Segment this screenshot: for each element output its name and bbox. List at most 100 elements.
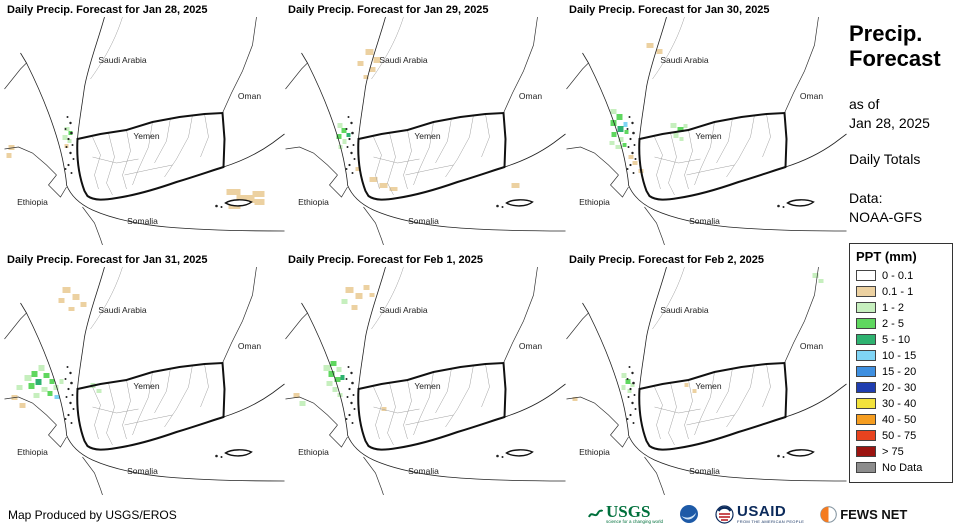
forecast-panel: Daily Precip. Forecast for Jan 28, 2025: [4, 4, 285, 254]
border-saudi-oman: [784, 17, 819, 114]
african-coastline: [582, 52, 847, 232]
legend-entry: 40 - 50: [856, 412, 946, 428]
legend-swatch: [856, 350, 876, 362]
border-ethiopia-somalia: [363, 456, 384, 495]
label-yemen: Yemen: [133, 381, 159, 391]
legend-label: 15 - 20: [882, 365, 917, 378]
border-eritrea-ethiopia: [285, 396, 338, 426]
legend-label: 50 - 75: [882, 429, 917, 442]
border-sudan-eritrea: [4, 312, 27, 340]
border-djibouti: [610, 174, 629, 198]
label-yemen: Yemen: [133, 131, 159, 141]
yemen-border: [76, 111, 226, 201]
label-oman: Oman: [800, 341, 823, 351]
legend-label: 0.1 - 1: [882, 285, 914, 298]
islands: [345, 116, 534, 208]
footer: Map Produced by USGS/EROS USGS science f…: [0, 502, 970, 528]
panel-title: Daily Precip. Forecast for Feb 2, 2025: [569, 254, 765, 266]
panel-title: Daily Precip. Forecast for Jan 29, 2025: [288, 4, 489, 16]
border-eritrea-ethiopia: [566, 146, 619, 176]
label-somalia: Somalia: [127, 216, 158, 226]
label-yemen: Yemen: [414, 381, 440, 391]
legend-entries: 0 - 0.1 0.1 - 1 1 - 2 2 - 5 5 - 10 10 - 15 15 …: [856, 268, 946, 476]
legend-entry: 5 - 10: [856, 332, 946, 348]
legend-swatch: [856, 462, 876, 474]
legend-entry: 15 - 20: [856, 364, 946, 380]
legend-entry: 0.1 - 1: [856, 284, 946, 300]
socotra-island: [786, 449, 815, 457]
label-ethiopia: Ethiopia: [298, 197, 329, 207]
label-somalia: Somalia: [408, 216, 439, 226]
admin-boundaries: [652, 267, 771, 446]
usaid-seal-icon: [715, 504, 734, 524]
panel-grid: Daily Precip. Forecast for Jan 28, 2025: [4, 4, 847, 504]
noaa-logo: [679, 504, 699, 524]
legend-swatch: [856, 446, 876, 458]
border-ethiopia-somalia: [644, 206, 665, 245]
legend-swatch: [856, 414, 876, 426]
yemen-border: [357, 361, 507, 451]
panel-title: Daily Precip. Forecast for Jan 31, 2025: [7, 254, 208, 266]
legend-swatch: [856, 286, 876, 298]
arabian-coastline: [638, 267, 847, 451]
socotra-island: [505, 199, 534, 207]
border-saudi-oman: [222, 267, 257, 364]
precip-patches: [572, 273, 824, 401]
sidebar: Precip. Forecast as of Jan 28, 2025 Dail…: [849, 21, 967, 483]
admin-boundaries: [652, 17, 771, 196]
label-somalia: Somalia: [689, 216, 720, 226]
label-oman: Oman: [519, 91, 542, 101]
african-coastline: [301, 302, 566, 482]
legend-entry: 30 - 40: [856, 396, 946, 412]
data-source-block: Data: NOAA-GFS: [849, 190, 923, 225]
map-credit: Map Produced by USGS/EROS: [8, 508, 177, 522]
forecast-panel: Daily Precip. Forecast for Feb 1, 2025: [285, 254, 566, 504]
usaid-wordmark: USAID: [737, 503, 787, 520]
islands: [64, 366, 253, 458]
socotra-island: [224, 199, 253, 207]
panel-title: Daily Precip. Forecast for Feb 1, 2025: [288, 254, 484, 266]
border-djibouti: [329, 424, 348, 448]
border-sudan-eritrea: [566, 312, 589, 340]
border-djibouti: [48, 174, 67, 198]
legend-title: PPT (mm): [856, 248, 917, 264]
forecast-panel: Daily Precip. Forecast for Jan 31, 2025: [4, 254, 285, 504]
socotra-island: [505, 449, 534, 457]
arabian-coastline: [76, 267, 285, 451]
label-somalia: Somalia: [408, 466, 439, 476]
usgs-wordmark: USGS: [606, 502, 651, 522]
islands: [626, 116, 815, 208]
label-somalia: Somalia: [689, 466, 720, 476]
label-saudi-arabia: Saudi Arabia: [379, 305, 427, 315]
admin-boundaries: [90, 17, 209, 196]
legend-label: 5 - 10: [882, 333, 911, 346]
fewsnet-wordmark: FEWS NET: [840, 506, 908, 522]
legend-entry: No Data: [856, 460, 946, 476]
arabian-coastline: [638, 17, 847, 201]
legend-swatch: [856, 398, 876, 410]
precip-patches: [336, 49, 520, 191]
label-somalia: Somalia: [127, 466, 158, 476]
african-coastline: [582, 302, 847, 482]
precip-patches: [609, 43, 688, 173]
legend-swatch: [856, 334, 876, 346]
label-ethiopia: Ethiopia: [298, 447, 329, 457]
border-ethiopia-somalia: [363, 206, 384, 245]
usaid-tagline: FROM THE AMERICAN PEOPLE: [737, 519, 805, 524]
label-saudi-arabia: Saudi Arabia: [98, 305, 146, 315]
label-yemen: Yemen: [695, 381, 721, 391]
usgs-tagline: science for a changing world: [606, 519, 664, 525]
border-saudi-oman: [503, 17, 538, 114]
fewsnet-globe-icon: [820, 505, 837, 523]
border-sudan-eritrea: [4, 62, 27, 90]
legend-label: 30 - 40: [882, 397, 917, 410]
arabian-coastline: [76, 17, 285, 201]
forecast-map: Saudi Arabia Oman Yemen Ethiopia Somalia: [566, 267, 847, 495]
islands: [626, 366, 815, 458]
legend-label: 0 - 0.1: [882, 269, 914, 282]
legend-label: 2 - 5: [882, 317, 905, 330]
page-title: Precip. Forecast: [849, 21, 941, 71]
panel-title: Daily Precip. Forecast for Jan 28, 2025: [7, 4, 208, 16]
border-sudan-eritrea: [566, 62, 589, 90]
legend-swatch: [856, 302, 876, 314]
